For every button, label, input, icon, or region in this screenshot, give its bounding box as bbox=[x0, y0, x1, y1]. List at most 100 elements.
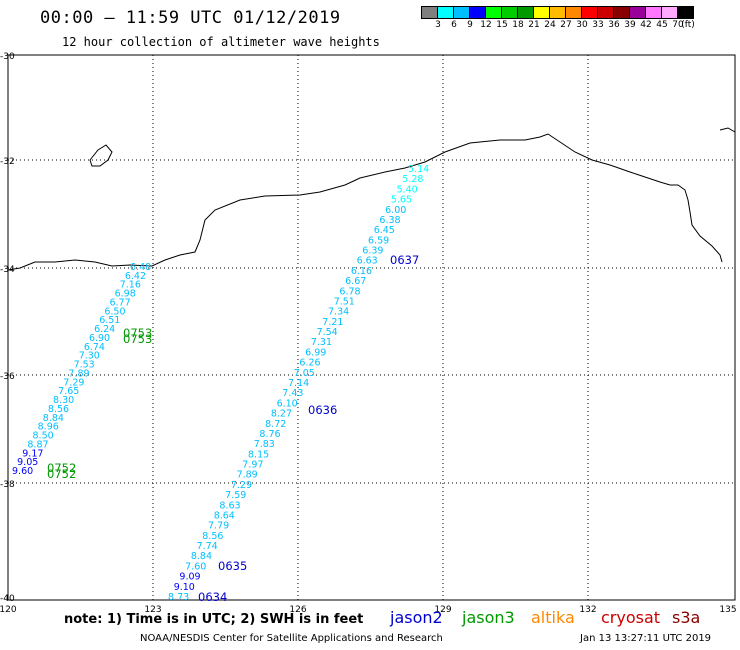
swh-value: 8.56 bbox=[202, 531, 223, 542]
swh-value: 7.05 bbox=[294, 368, 315, 379]
footer-credit: NOAA/NESDIS Center for Satellite Applica… bbox=[140, 633, 443, 644]
swh-value: 6.74 bbox=[84, 342, 105, 353]
swh-value: 6.78 bbox=[339, 286, 360, 297]
map-title: 00:00 – 11:59 UTC 01/12/2019 bbox=[40, 8, 341, 28]
satellite-name-cryosat: cryosat bbox=[601, 608, 661, 627]
swh-value: 7.43 bbox=[282, 388, 303, 399]
swh-value: 6.00 bbox=[385, 205, 406, 216]
swh-value: 6.59 bbox=[368, 235, 389, 246]
swh-value: 8.64 bbox=[214, 510, 235, 521]
swh-value: 8.30 bbox=[53, 395, 74, 406]
swh-value: 6.38 bbox=[379, 215, 400, 226]
legend-label: 42 bbox=[640, 20, 652, 30]
legend-label: 24 bbox=[544, 20, 556, 30]
swh-value: 7.83 bbox=[254, 439, 275, 450]
lon-tick-label: 129 bbox=[434, 605, 451, 615]
color-legend: 3 6 9 12 15 18 21 24 27 30 33 36 39 42 45 70 (ft) bbox=[421, 6, 695, 31]
swh-value: 9.09 bbox=[179, 572, 200, 583]
swh-value: 6.42 bbox=[125, 271, 146, 282]
swh-value: 8.63 bbox=[219, 500, 240, 511]
legend-label: 21 bbox=[528, 20, 540, 30]
coastline-fragment bbox=[719, 127, 736, 133]
pass-time-label: 0637 bbox=[390, 253, 419, 267]
swh-value: 7.30 bbox=[79, 351, 100, 362]
legend-label: 12 bbox=[480, 20, 492, 30]
swh-value: 5.65 bbox=[391, 195, 412, 206]
swh-value: 6.50 bbox=[104, 306, 125, 317]
swh-value: 7.65 bbox=[58, 386, 79, 397]
swh-value: 7.34 bbox=[328, 307, 349, 318]
swh-value: 6.77 bbox=[109, 297, 130, 308]
swh-value: 7.74 bbox=[197, 541, 218, 552]
lat-tick-label: -36 bbox=[0, 372, 15, 382]
lat-tick-label: -34 bbox=[0, 265, 15, 275]
pass-time-label: 0636 bbox=[308, 403, 337, 417]
swh-value: 5.40 bbox=[397, 184, 418, 195]
swh-value: 7.53 bbox=[74, 360, 95, 371]
satellite-name-jason2: jason2 bbox=[390, 608, 443, 627]
satellite-name-jason3: jason3 bbox=[462, 608, 515, 627]
swh-value: 8.56 bbox=[48, 404, 69, 415]
lon-tick-label: 126 bbox=[289, 605, 306, 615]
legend-label: 45 bbox=[656, 20, 668, 30]
swh-value: 6.45 bbox=[374, 225, 395, 236]
swh-value: 6.67 bbox=[345, 276, 366, 287]
swh-value: 7.31 bbox=[311, 337, 332, 348]
swh-value: 8.87 bbox=[27, 439, 48, 450]
swh-value: 7.29 bbox=[63, 377, 84, 388]
lat-tick-label: -30 bbox=[0, 52, 15, 62]
swh-value: 7.59 bbox=[225, 490, 246, 501]
legend-label: 3 bbox=[435, 20, 441, 30]
swh-value: 8.50 bbox=[33, 431, 54, 442]
lon-tick-label: 132 bbox=[579, 605, 596, 615]
lat-tick-label: -40 bbox=[0, 594, 15, 604]
swh-value: 7.54 bbox=[317, 327, 338, 338]
swh-value: 6.26 bbox=[299, 358, 320, 369]
lon-tick-label: 123 bbox=[144, 605, 161, 615]
swh-value: 9.10 bbox=[174, 582, 195, 593]
pass-time-label: 0752 bbox=[47, 461, 76, 475]
swh-value: 6.48 bbox=[130, 262, 151, 273]
legend-label: 9 bbox=[467, 20, 473, 30]
swh-value: 6.51 bbox=[99, 315, 120, 326]
pass-time-label: 0634 bbox=[198, 590, 227, 604]
lon-tick-label: 135 bbox=[719, 605, 736, 615]
swh-value: 6.10 bbox=[277, 398, 298, 409]
swh-value: 6.24 bbox=[94, 324, 115, 335]
swh-value: 8.76 bbox=[259, 429, 280, 440]
swh-value: 5.28 bbox=[402, 174, 423, 185]
swh-value: 7.16 bbox=[120, 280, 141, 291]
swh-value: 8.27 bbox=[271, 409, 292, 420]
swh-value: 6.63 bbox=[357, 256, 378, 267]
swh-value: 6.39 bbox=[362, 246, 383, 257]
swh-value: 7.89 bbox=[68, 368, 89, 379]
map-frame bbox=[7, 54, 736, 601]
legend-label: 15 bbox=[496, 20, 508, 30]
coastline bbox=[7, 133, 723, 271]
swh-value: 6.16 bbox=[351, 266, 372, 277]
swh-value: 6.99 bbox=[305, 347, 326, 358]
legend-label: 70 bbox=[672, 20, 684, 30]
swh-value: 8.72 bbox=[265, 419, 286, 430]
lat-tick-label: -38 bbox=[0, 480, 15, 490]
footer-timestamp: Jan 13 13:27:11 UTC 2019 bbox=[580, 633, 712, 644]
map-subtitle: 12 hour collection of altimeter wave hei… bbox=[62, 35, 380, 49]
pass-time-label: 0752 bbox=[47, 467, 76, 481]
swh-value: 7.97 bbox=[242, 460, 263, 471]
swh-value: 7.14 bbox=[288, 378, 309, 389]
satellite-name-altika: altika bbox=[531, 608, 575, 627]
pass-time-label: 0635 bbox=[218, 559, 247, 573]
legend-label: 30 bbox=[576, 20, 588, 30]
swh-value: 9.05 bbox=[17, 457, 38, 468]
swh-value: 8.84 bbox=[43, 413, 64, 424]
lon-tick-label: 120 bbox=[0, 605, 17, 615]
swh-value: 6.98 bbox=[115, 289, 136, 300]
legend-swatch bbox=[677, 6, 694, 19]
swh-value: 7.21 bbox=[322, 317, 343, 328]
lat-tick-label: -32 bbox=[0, 157, 15, 167]
swh-value: 8.96 bbox=[38, 422, 59, 433]
swh-value: 9.17 bbox=[22, 448, 43, 459]
swh-value: 8.15 bbox=[248, 449, 269, 460]
legend-label: 18 bbox=[512, 20, 524, 30]
